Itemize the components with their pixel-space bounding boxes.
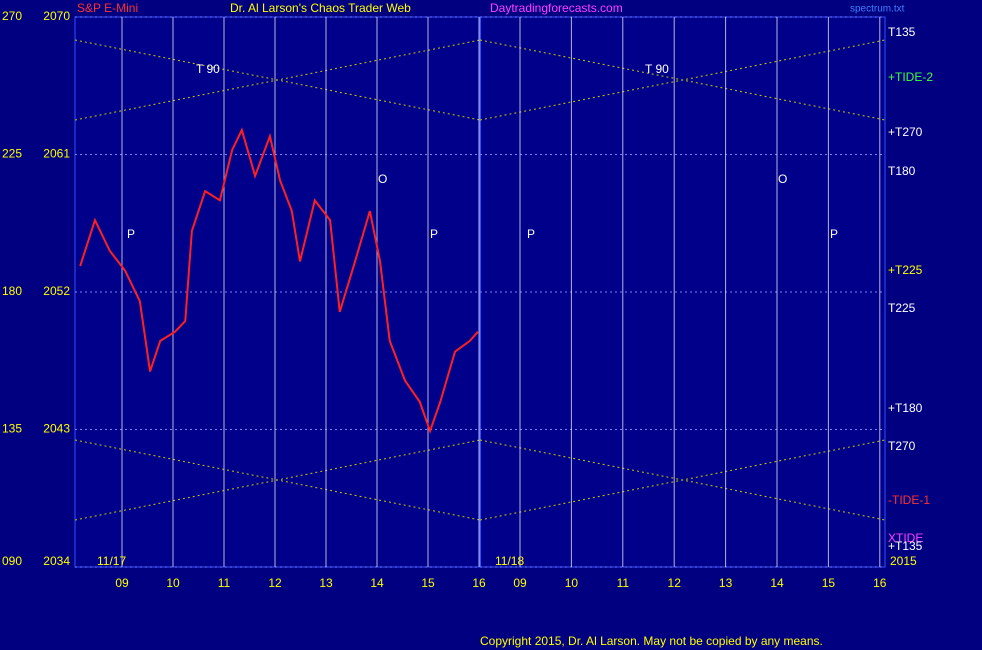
annotation: O <box>378 172 387 186</box>
angle-label: 090 <box>2 554 22 568</box>
x-tick-label: 15 <box>421 576 435 590</box>
x-tick-label: 12 <box>668 576 682 590</box>
right-label: XTIDE <box>888 531 923 545</box>
x-tick-label: 14 <box>770 576 784 590</box>
right-label: T180 <box>888 164 916 178</box>
y-tick-label: 2061 <box>43 147 70 161</box>
x-tick-label: 11 <box>617 576 630 590</box>
x-tick-label: 14 <box>370 576 384 590</box>
y-tick-label: 2043 <box>43 422 70 436</box>
y-tick-label: 2034 <box>43 554 70 568</box>
right-label: T225 <box>888 301 916 315</box>
annotation: P <box>127 227 135 241</box>
x-tick-label: 09 <box>513 576 527 590</box>
right-label: -TIDE-1 <box>888 493 930 507</box>
annotation: T 90 <box>196 62 220 76</box>
x-tick-label: 10 <box>565 576 579 590</box>
x-tick-label: 10 <box>166 576 180 590</box>
right-label: T135 <box>888 25 916 39</box>
right-label: +T270 <box>888 125 923 139</box>
right-label: +TIDE-2 <box>888 70 933 84</box>
instrument: S&P E-Mini <box>77 1 138 15</box>
angle-label: 180 <box>2 284 22 298</box>
x-tick-label: 12 <box>268 576 282 590</box>
decor-lines <box>74 39 886 521</box>
date-label: 11/18 <box>495 554 524 568</box>
site: Daytradingforecasts.com <box>490 1 623 15</box>
x-tick-label: 09 <box>115 576 129 590</box>
annotation: P <box>830 227 838 241</box>
angle-label: 270 <box>2 9 22 23</box>
year: 2015 <box>890 554 917 568</box>
x-tick-label: 13 <box>719 576 733 590</box>
annotation: O <box>778 172 787 186</box>
title: Dr. Al Larson's Chaos Trader Web <box>230 1 411 15</box>
date-label: 11/17 <box>97 554 126 568</box>
price-line <box>79 127 479 435</box>
x-tick-label: 16 <box>472 576 486 590</box>
annotation: P <box>527 227 535 241</box>
right-label: +T135 <box>888 539 923 553</box>
copyright: Copyright 2015, Dr. Al Larson. May not b… <box>480 634 823 648</box>
right-label: +T225 <box>888 263 923 277</box>
x-tick-label: 13 <box>319 576 333 590</box>
x-tick-label: 16 <box>873 576 887 590</box>
y-tick-label: 2070 <box>43 9 70 23</box>
right-label: +T180 <box>888 401 923 415</box>
right-label: T270 <box>888 439 916 453</box>
angle-label: 135 <box>2 422 22 436</box>
angle-label: 225 <box>2 147 22 161</box>
annotation: P <box>430 227 438 241</box>
y-tick-label: 2052 <box>43 284 70 298</box>
file: spectrum.txt <box>850 4 905 15</box>
x-tick-label: 15 <box>822 576 836 590</box>
annotation: T 90 <box>645 62 669 76</box>
x-tick-label: 11 <box>218 576 231 590</box>
